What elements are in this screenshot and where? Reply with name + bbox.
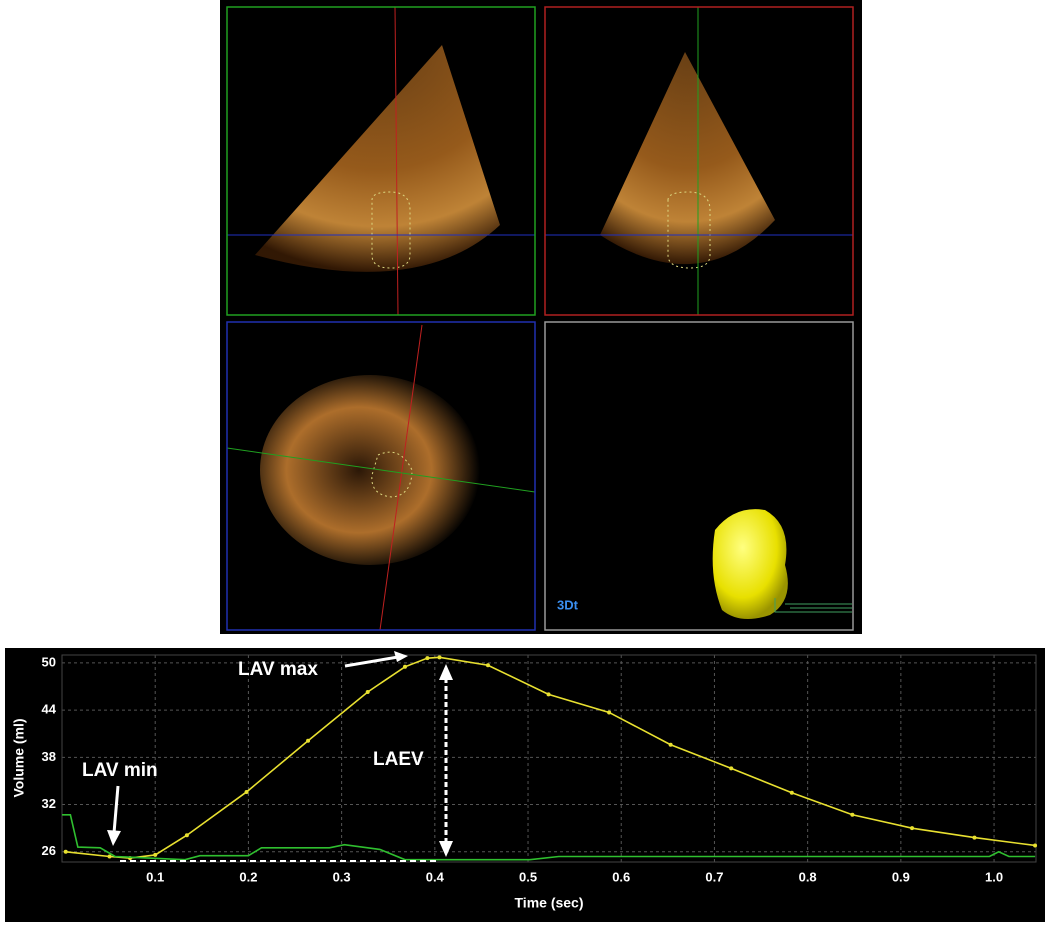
point — [607, 710, 612, 715]
point — [63, 849, 68, 854]
y-tick-label: 32 — [42, 796, 56, 811]
y-axis-label: Volume (ml) — [11, 718, 27, 797]
chart-background — [5, 648, 1045, 922]
panel-label: 3Dt — [557, 597, 579, 612]
point — [789, 790, 794, 795]
y-tick-label: 26 — [42, 843, 56, 858]
point — [850, 812, 855, 817]
x-tick-label: 1.0 — [985, 869, 1003, 884]
x-tick-label: 0.2 — [239, 869, 257, 884]
x-tick-label: 0.6 — [612, 869, 630, 884]
series-line — [62, 813, 1036, 861]
point — [306, 738, 311, 743]
point — [153, 852, 158, 857]
point — [425, 656, 430, 661]
point — [546, 692, 551, 697]
annotation: LAEV — [373, 749, 424, 770]
x-tick-label: 0.3 — [333, 869, 351, 884]
x-tick-label: 0.5 — [519, 869, 537, 884]
point — [402, 664, 407, 669]
annotations: LAV max LAV min LAEV — [82, 651, 453, 862]
y-tick-label: 38 — [42, 749, 56, 764]
point — [910, 826, 915, 831]
point — [107, 854, 112, 859]
y-tick-label: 50 — [42, 654, 56, 669]
annotation: LAV min — [82, 760, 158, 781]
point — [437, 655, 442, 660]
x-tick-label: 0.7 — [705, 869, 723, 884]
point — [668, 742, 673, 747]
annotation: LAV max — [238, 659, 318, 680]
point — [729, 766, 734, 771]
point — [244, 789, 249, 794]
point — [485, 663, 490, 668]
point — [365, 689, 370, 694]
panel-b — [544, 6, 854, 316]
x-tick-label: 0.1 — [146, 869, 164, 884]
x-tick-label: 0.9 — [892, 869, 910, 884]
x-tick-label: 0.4 — [426, 869, 445, 884]
y-tick-label: 44 — [42, 702, 57, 717]
point — [1033, 843, 1038, 848]
x-axis-label: Time (sec) — [515, 895, 584, 911]
panel-c — [226, 321, 536, 631]
point — [972, 835, 977, 840]
chart: 26 32 38 44 50 0.1 0.2 0.3 0.4 0.5 0.6 0.7 0.8 0.9 1.0 — [42, 654, 1038, 884]
plot-frame — [61, 654, 1037, 863]
x-tick-label: 0.8 — [799, 869, 817, 884]
point — [184, 833, 189, 838]
panel-d: 3Dt — [544, 321, 854, 631]
panel-a — [226, 6, 536, 316]
